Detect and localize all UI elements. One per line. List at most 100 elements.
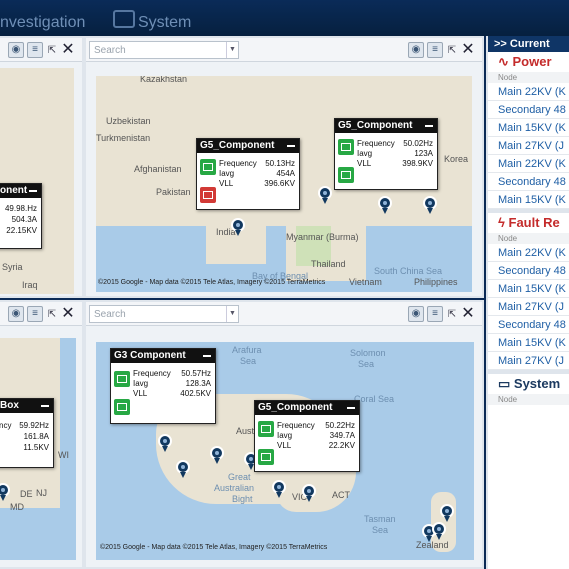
list-item[interactable]: Main 22KV (K bbox=[488, 83, 569, 101]
popout-icon[interactable]: ⇱ bbox=[447, 308, 457, 320]
minimize-icon[interactable] bbox=[425, 125, 433, 127]
globe-icon[interactable]: ◉ bbox=[408, 306, 424, 322]
pulse-icon: ∿ bbox=[498, 54, 513, 69]
list-view-icon[interactable]: ≡ bbox=[427, 306, 443, 322]
popup-title: Box bbox=[0, 400, 19, 411]
map-label: Uzbekistan bbox=[106, 116, 151, 126]
list-item[interactable]: Main 27KV (J bbox=[488, 352, 569, 370]
map-marker[interactable] bbox=[432, 522, 446, 540]
frequency-label: Frequency bbox=[133, 369, 171, 378]
land-area bbox=[0, 68, 74, 294]
list-item[interactable]: Main 27KV (J bbox=[488, 137, 569, 155]
map-label: Thailand bbox=[311, 259, 346, 269]
popout-icon[interactable]: ⇱ bbox=[447, 44, 457, 56]
list-item[interactable]: Main 22KV (K bbox=[488, 155, 569, 173]
map-label: Zealand bbox=[416, 540, 449, 550]
map-label: Turkmenistan bbox=[96, 133, 151, 143]
popout-icon[interactable]: ⇱ bbox=[47, 44, 57, 56]
sidebar-header[interactable]: >> Current bbox=[488, 36, 569, 52]
iavg-label: Iavg bbox=[219, 169, 235, 178]
list-view-icon[interactable]: ≡ bbox=[27, 42, 43, 58]
map-marker[interactable] bbox=[302, 484, 316, 502]
minimize-icon[interactable] bbox=[41, 405, 49, 407]
list-item[interactable]: Main 15KV (K bbox=[488, 280, 569, 298]
map-label: Great bbox=[228, 472, 251, 482]
map-label: Kazakhstan bbox=[140, 76, 188, 84]
popout-icon[interactable]: ⇱ bbox=[47, 308, 57, 320]
component-popup[interactable]: G5_Component Frequency 50.13Hz Iavg 454A V… bbox=[196, 138, 300, 210]
chevron-down-icon[interactable]: ▼ bbox=[226, 306, 238, 322]
map-marker[interactable] bbox=[440, 504, 454, 522]
map-marker[interactable] bbox=[158, 434, 172, 452]
frequency-label: Frequency bbox=[277, 421, 315, 430]
vll-label: VLL bbox=[277, 441, 292, 450]
list-view-icon[interactable]: ≡ bbox=[27, 306, 43, 322]
list-item[interactable]: Secondary 48 bbox=[488, 173, 569, 191]
component-popup[interactable]: G5_Component Frequency 50.02Hz Iavg 123A V… bbox=[334, 118, 438, 190]
minimize-icon[interactable] bbox=[29, 190, 37, 192]
popup-title: G5_Component bbox=[338, 120, 413, 131]
status-ok-icon bbox=[114, 371, 130, 387]
map-panel-top-left: ◉ ≡ ⇱ ✕ Syria Iraq onent 49.98.Hz 504.3A… bbox=[0, 36, 84, 298]
map-marker[interactable] bbox=[231, 218, 245, 236]
status-ok-icon bbox=[338, 139, 354, 155]
globe-icon[interactable]: ◉ bbox=[8, 306, 24, 322]
map-marker[interactable] bbox=[0, 483, 10, 501]
monitor-icon: ▭ bbox=[498, 376, 514, 391]
search-input[interactable]: Search ▼ bbox=[89, 305, 239, 323]
top-nav-bar: nvestigation System bbox=[0, 0, 569, 36]
component-popup[interactable]: G5_Component Frequency 50.22Hz Iavg 349.7A… bbox=[254, 400, 360, 472]
list-item[interactable]: Secondary 48 bbox=[488, 316, 569, 334]
map-marker[interactable] bbox=[176, 460, 190, 478]
search-input[interactable]: Search ▼ bbox=[89, 41, 239, 59]
list-item[interactable]: Main 27KV (J bbox=[488, 298, 569, 316]
map-marker[interactable] bbox=[210, 446, 224, 464]
globe-icon[interactable]: ◉ bbox=[408, 42, 424, 58]
list-view-icon[interactable]: ≡ bbox=[427, 42, 443, 58]
globe-icon[interactable]: ◉ bbox=[8, 42, 24, 58]
list-item[interactable]: Main 15KV (K bbox=[488, 191, 569, 209]
component-popup[interactable]: Box ncy 59.92Hz 161.8A 11.5KV bbox=[0, 398, 54, 468]
map-label: Philippines bbox=[414, 277, 458, 287]
iavg-value: 161.8A bbox=[23, 432, 49, 441]
map-label: MD bbox=[10, 502, 24, 512]
minimize-icon[interactable] bbox=[347, 407, 355, 409]
minimize-icon[interactable] bbox=[203, 355, 211, 357]
tab-system[interactable]: System bbox=[138, 14, 192, 31]
system-title: System bbox=[513, 376, 561, 391]
map-label: Iraq bbox=[22, 280, 38, 290]
iavg-label: Iavg bbox=[277, 431, 293, 440]
map-label: Sea bbox=[372, 525, 389, 535]
close-icon[interactable]: ✕ bbox=[61, 41, 75, 58]
map-marker[interactable] bbox=[378, 196, 392, 214]
popup-title: onent bbox=[0, 185, 28, 196]
system-monitor-icon[interactable] bbox=[113, 10, 135, 28]
list-item[interactable]: Main 22KV (K bbox=[488, 244, 569, 262]
map-label: DE bbox=[20, 489, 33, 499]
list-item[interactable]: Main 15KV (K bbox=[488, 334, 569, 352]
map-copyright: ©2015 Google - Map data ©2015 Tele Atlas… bbox=[98, 279, 326, 286]
frequency-value: 49.98.Hz bbox=[4, 204, 37, 213]
map-view[interactable]: Syria Iraq onent 49.98.Hz 504.3A 22.15KV bbox=[0, 68, 74, 294]
list-item[interactable]: Secondary 48 bbox=[488, 262, 569, 280]
map-label: Bay of Bengal bbox=[252, 271, 309, 281]
map-marker[interactable] bbox=[318, 186, 332, 204]
map-panel-bottom-right: Search ▼ ◉ ≡ ⇱ ✕ Arafura Sea Solomon Sea… bbox=[84, 300, 484, 569]
close-icon[interactable]: ✕ bbox=[61, 305, 75, 322]
list-item[interactable]: Secondary 48 bbox=[488, 101, 569, 119]
minimize-icon[interactable] bbox=[287, 145, 295, 147]
close-icon[interactable]: ✕ bbox=[461, 305, 475, 322]
tab-investigation[interactable]: nvestigation bbox=[0, 14, 86, 31]
iavg-value: 123A bbox=[414, 149, 433, 158]
component-popup[interactable]: onent 49.98.Hz 504.3A 22.15KV bbox=[0, 183, 42, 249]
component-popup[interactable]: G3 Component Frequency 50.57Hz Iavg 128.3A… bbox=[110, 348, 216, 424]
map-label: India bbox=[216, 227, 236, 237]
close-icon[interactable]: ✕ bbox=[461, 41, 475, 58]
vll-value: 22.15KV bbox=[6, 226, 37, 235]
map-marker[interactable] bbox=[272, 480, 286, 498]
map-marker[interactable] bbox=[423, 196, 437, 214]
list-item[interactable]: Main 15KV (K bbox=[488, 119, 569, 137]
frequency-value: 50.13Hz bbox=[265, 159, 295, 168]
monitor-icon bbox=[114, 399, 130, 415]
chevron-down-icon[interactable]: ▼ bbox=[226, 42, 238, 58]
